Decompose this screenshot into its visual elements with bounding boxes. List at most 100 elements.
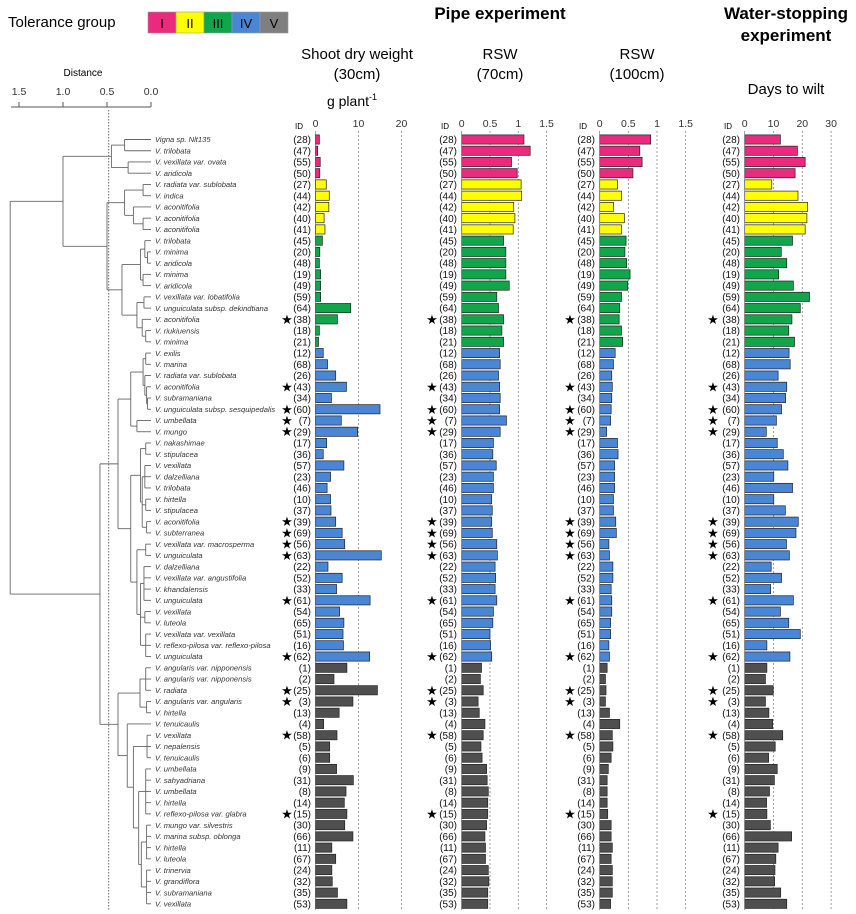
- bar: [315, 572, 343, 583]
- species-id: (27): [722, 180, 740, 191]
- bar: [599, 449, 619, 460]
- star-marker: ★: [426, 379, 438, 394]
- species-id: (62): [722, 652, 740, 663]
- bar: [599, 741, 614, 752]
- bar: [315, 157, 321, 167]
- species-id: (35): [439, 888, 457, 899]
- bar: [599, 865, 613, 876]
- bar: [744, 539, 787, 550]
- species-id: (47): [293, 146, 311, 157]
- species-id: (15): [293, 810, 311, 821]
- distance-tick-label: 0.0: [144, 86, 159, 98]
- star-marker: ★: [564, 379, 576, 394]
- species-id: (64): [577, 304, 595, 315]
- species-id: (14): [439, 798, 457, 809]
- bar: [315, 224, 326, 235]
- species-id: (39): [577, 517, 595, 528]
- species-id: (13): [577, 708, 595, 719]
- bar: [599, 404, 612, 415]
- species-id: (48): [293, 259, 311, 270]
- species-id: (2): [299, 675, 311, 686]
- star-marker: ★: [281, 402, 293, 417]
- species-id: (52): [293, 573, 311, 584]
- species-id: (60): [722, 405, 740, 416]
- species-name: V. unguiculata: [155, 596, 203, 605]
- star-marker: ★: [707, 683, 719, 698]
- species-id: (35): [722, 888, 740, 899]
- species-id: (51): [577, 630, 595, 641]
- bar: [744, 246, 782, 257]
- species-id: (48): [439, 259, 457, 270]
- legend: I II III IV V: [147, 11, 289, 34]
- bar-panels: ID 0 10 20(28)(47)(55)(50)(27)(44)(42)(40)(…: [281, 118, 837, 910]
- dendrogram: 1.5 1.0 0.5 0.0: [9, 86, 159, 910]
- bar: [744, 685, 774, 696]
- bar: [599, 168, 634, 179]
- x-tick-label: 10: [768, 118, 780, 130]
- species-id: (37): [722, 506, 740, 517]
- species-name: V. vexillata var. lobatifolia: [155, 293, 240, 302]
- bar: [315, 527, 343, 538]
- bar: [599, 359, 614, 370]
- x-tick-label: 0.5: [483, 118, 498, 130]
- bar: [599, 303, 621, 314]
- bar: [744, 258, 788, 269]
- species-id: (67): [439, 854, 457, 865]
- species-name: V. tenuicaulis: [155, 720, 200, 729]
- species-id: (57): [439, 461, 457, 472]
- species-id: (34): [722, 394, 740, 405]
- species-id: (68): [577, 360, 595, 371]
- species-id: (68): [439, 360, 457, 371]
- bar: [315, 235, 323, 246]
- distance-axis-title: Distance: [64, 68, 103, 79]
- species-name: V. aconitifolia: [155, 203, 200, 212]
- bar: [599, 134, 652, 145]
- bar: [461, 359, 501, 370]
- species-name: V. trilobata: [155, 236, 191, 245]
- legend-label-III: III: [213, 16, 224, 31]
- bar: [599, 325, 622, 336]
- bar: [744, 651, 791, 662]
- bar: [461, 797, 489, 808]
- species-name: V. reflexo-pilosa var. glabra: [155, 810, 247, 819]
- species-id: (24): [722, 866, 740, 877]
- species-id: (5): [445, 742, 457, 753]
- species-id: (55): [577, 158, 595, 169]
- star-marker: ★: [281, 593, 293, 608]
- star-marker: ★: [426, 694, 438, 709]
- star-marker: ★: [426, 525, 438, 540]
- species-name: V. aconitifolia: [155, 382, 200, 391]
- bar: [315, 719, 325, 729]
- species-id: (4): [728, 720, 740, 731]
- star-marker: ★: [564, 694, 576, 709]
- species-id: (40): [439, 214, 457, 225]
- bar: [461, 707, 480, 718]
- species-id: (3): [728, 697, 740, 708]
- species-id: (34): [577, 394, 595, 405]
- star-marker: ★: [707, 694, 719, 709]
- legend-label-V: V: [270, 16, 279, 31]
- bar: [599, 393, 613, 403]
- bar: [315, 842, 333, 853]
- bar: [461, 539, 498, 550]
- bar: [315, 134, 320, 145]
- species-id: (12): [293, 349, 311, 360]
- species-id: (25): [722, 686, 740, 697]
- star-marker: ★: [564, 548, 576, 563]
- species-id: (1): [445, 663, 457, 674]
- bar: [461, 314, 504, 325]
- species-id: (13): [439, 708, 457, 719]
- bar: [599, 460, 615, 471]
- bar: [744, 494, 775, 505]
- bar: [315, 393, 332, 403]
- species-name: V. vexillata: [155, 461, 191, 470]
- species-id: (54): [439, 607, 457, 618]
- species-id: (30): [722, 821, 740, 832]
- bar: [461, 303, 499, 314]
- species-id: (44): [439, 191, 457, 202]
- species-id: (43): [439, 382, 457, 393]
- bar: [744, 617, 790, 628]
- bar: [744, 291, 810, 302]
- species-id: (64): [439, 304, 457, 315]
- species-id: (28): [722, 135, 740, 146]
